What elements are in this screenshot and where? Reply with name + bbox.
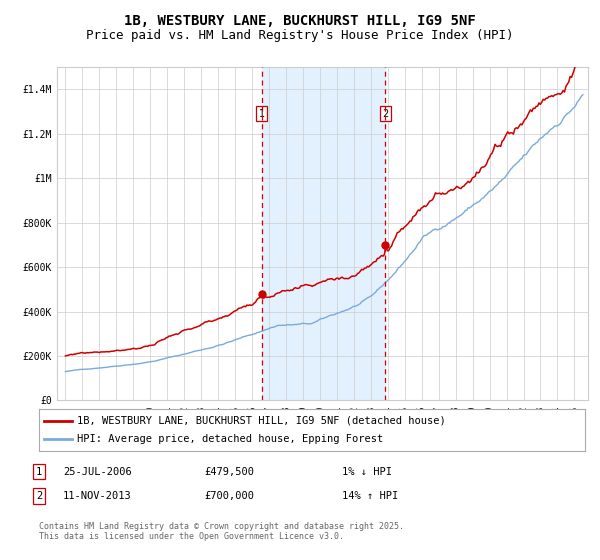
Text: 11-NOV-2013: 11-NOV-2013 <box>63 491 132 501</box>
Text: 1% ↓ HPI: 1% ↓ HPI <box>342 466 392 477</box>
Text: 1B, WESTBURY LANE, BUCKHURST HILL, IG9 5NF: 1B, WESTBURY LANE, BUCKHURST HILL, IG9 5… <box>124 14 476 28</box>
Text: £479,500: £479,500 <box>204 466 254 477</box>
Text: 1: 1 <box>259 109 265 119</box>
Text: 2: 2 <box>36 491 42 501</box>
Text: 1: 1 <box>36 466 42 477</box>
Text: 1B, WESTBURY LANE, BUCKHURST HILL, IG9 5NF (detached house): 1B, WESTBURY LANE, BUCKHURST HILL, IG9 5… <box>77 416 446 426</box>
Text: 25-JUL-2006: 25-JUL-2006 <box>63 466 132 477</box>
Text: Contains HM Land Registry data © Crown copyright and database right 2025.
This d: Contains HM Land Registry data © Crown c… <box>39 522 404 542</box>
Bar <box>262 67 385 400</box>
Text: £700,000: £700,000 <box>204 491 254 501</box>
Text: 14% ↑ HPI: 14% ↑ HPI <box>342 491 398 501</box>
Text: HPI: Average price, detached house, Epping Forest: HPI: Average price, detached house, Eppi… <box>77 434 383 444</box>
Text: 2: 2 <box>382 109 389 119</box>
Text: Price paid vs. HM Land Registry's House Price Index (HPI): Price paid vs. HM Land Registry's House … <box>86 29 514 42</box>
